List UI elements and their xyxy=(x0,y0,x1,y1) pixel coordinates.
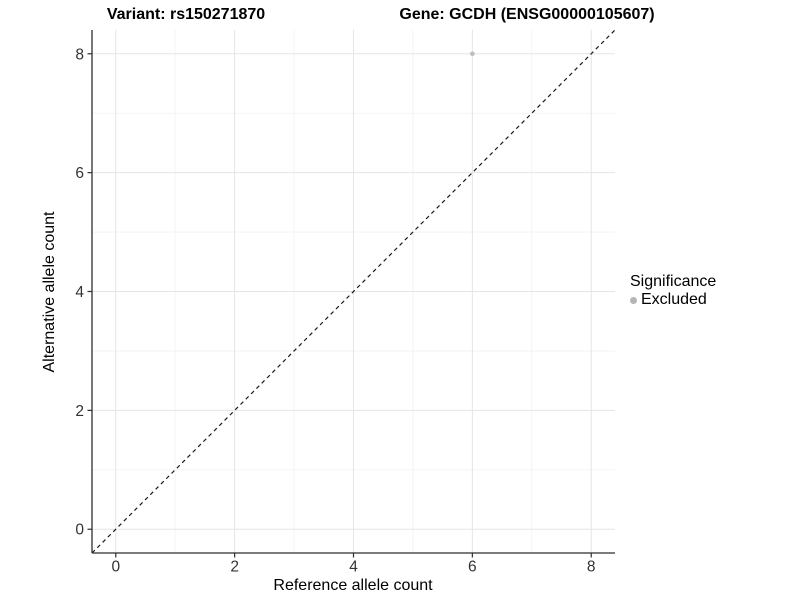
plot-title-variant: Variant: rs150271870 xyxy=(106,6,266,23)
x-tick-label: 4 xyxy=(349,559,358,576)
legend-item-label: Excluded xyxy=(641,291,707,308)
identity-dashed-line xyxy=(91,29,616,554)
legend-item-excluded: Excluded xyxy=(630,291,716,309)
y-tick-label: 4 xyxy=(75,284,84,301)
legend-title: Significance xyxy=(630,273,717,290)
x-tick-label: 8 xyxy=(587,559,596,576)
legend-key-dot-icon xyxy=(630,296,637,304)
y-tick-label: 6 xyxy=(75,165,84,182)
x-axis-title: Reference allele count xyxy=(273,577,433,594)
plot-title-gene: Gene: GCDH (ENSG00000105607) xyxy=(399,6,655,23)
x-tick-label: 6 xyxy=(468,559,477,576)
legend: Significance Excluded xyxy=(630,273,716,309)
y-tick-label: 8 xyxy=(75,46,84,63)
y-tick-label: 2 xyxy=(75,403,84,420)
x-tick-label: 2 xyxy=(230,559,239,576)
y-tick-label: 0 xyxy=(75,522,84,539)
data-point xyxy=(470,51,475,57)
y-axis-title: Alternative allele count xyxy=(41,211,58,373)
x-tick-label: 0 xyxy=(111,559,120,576)
